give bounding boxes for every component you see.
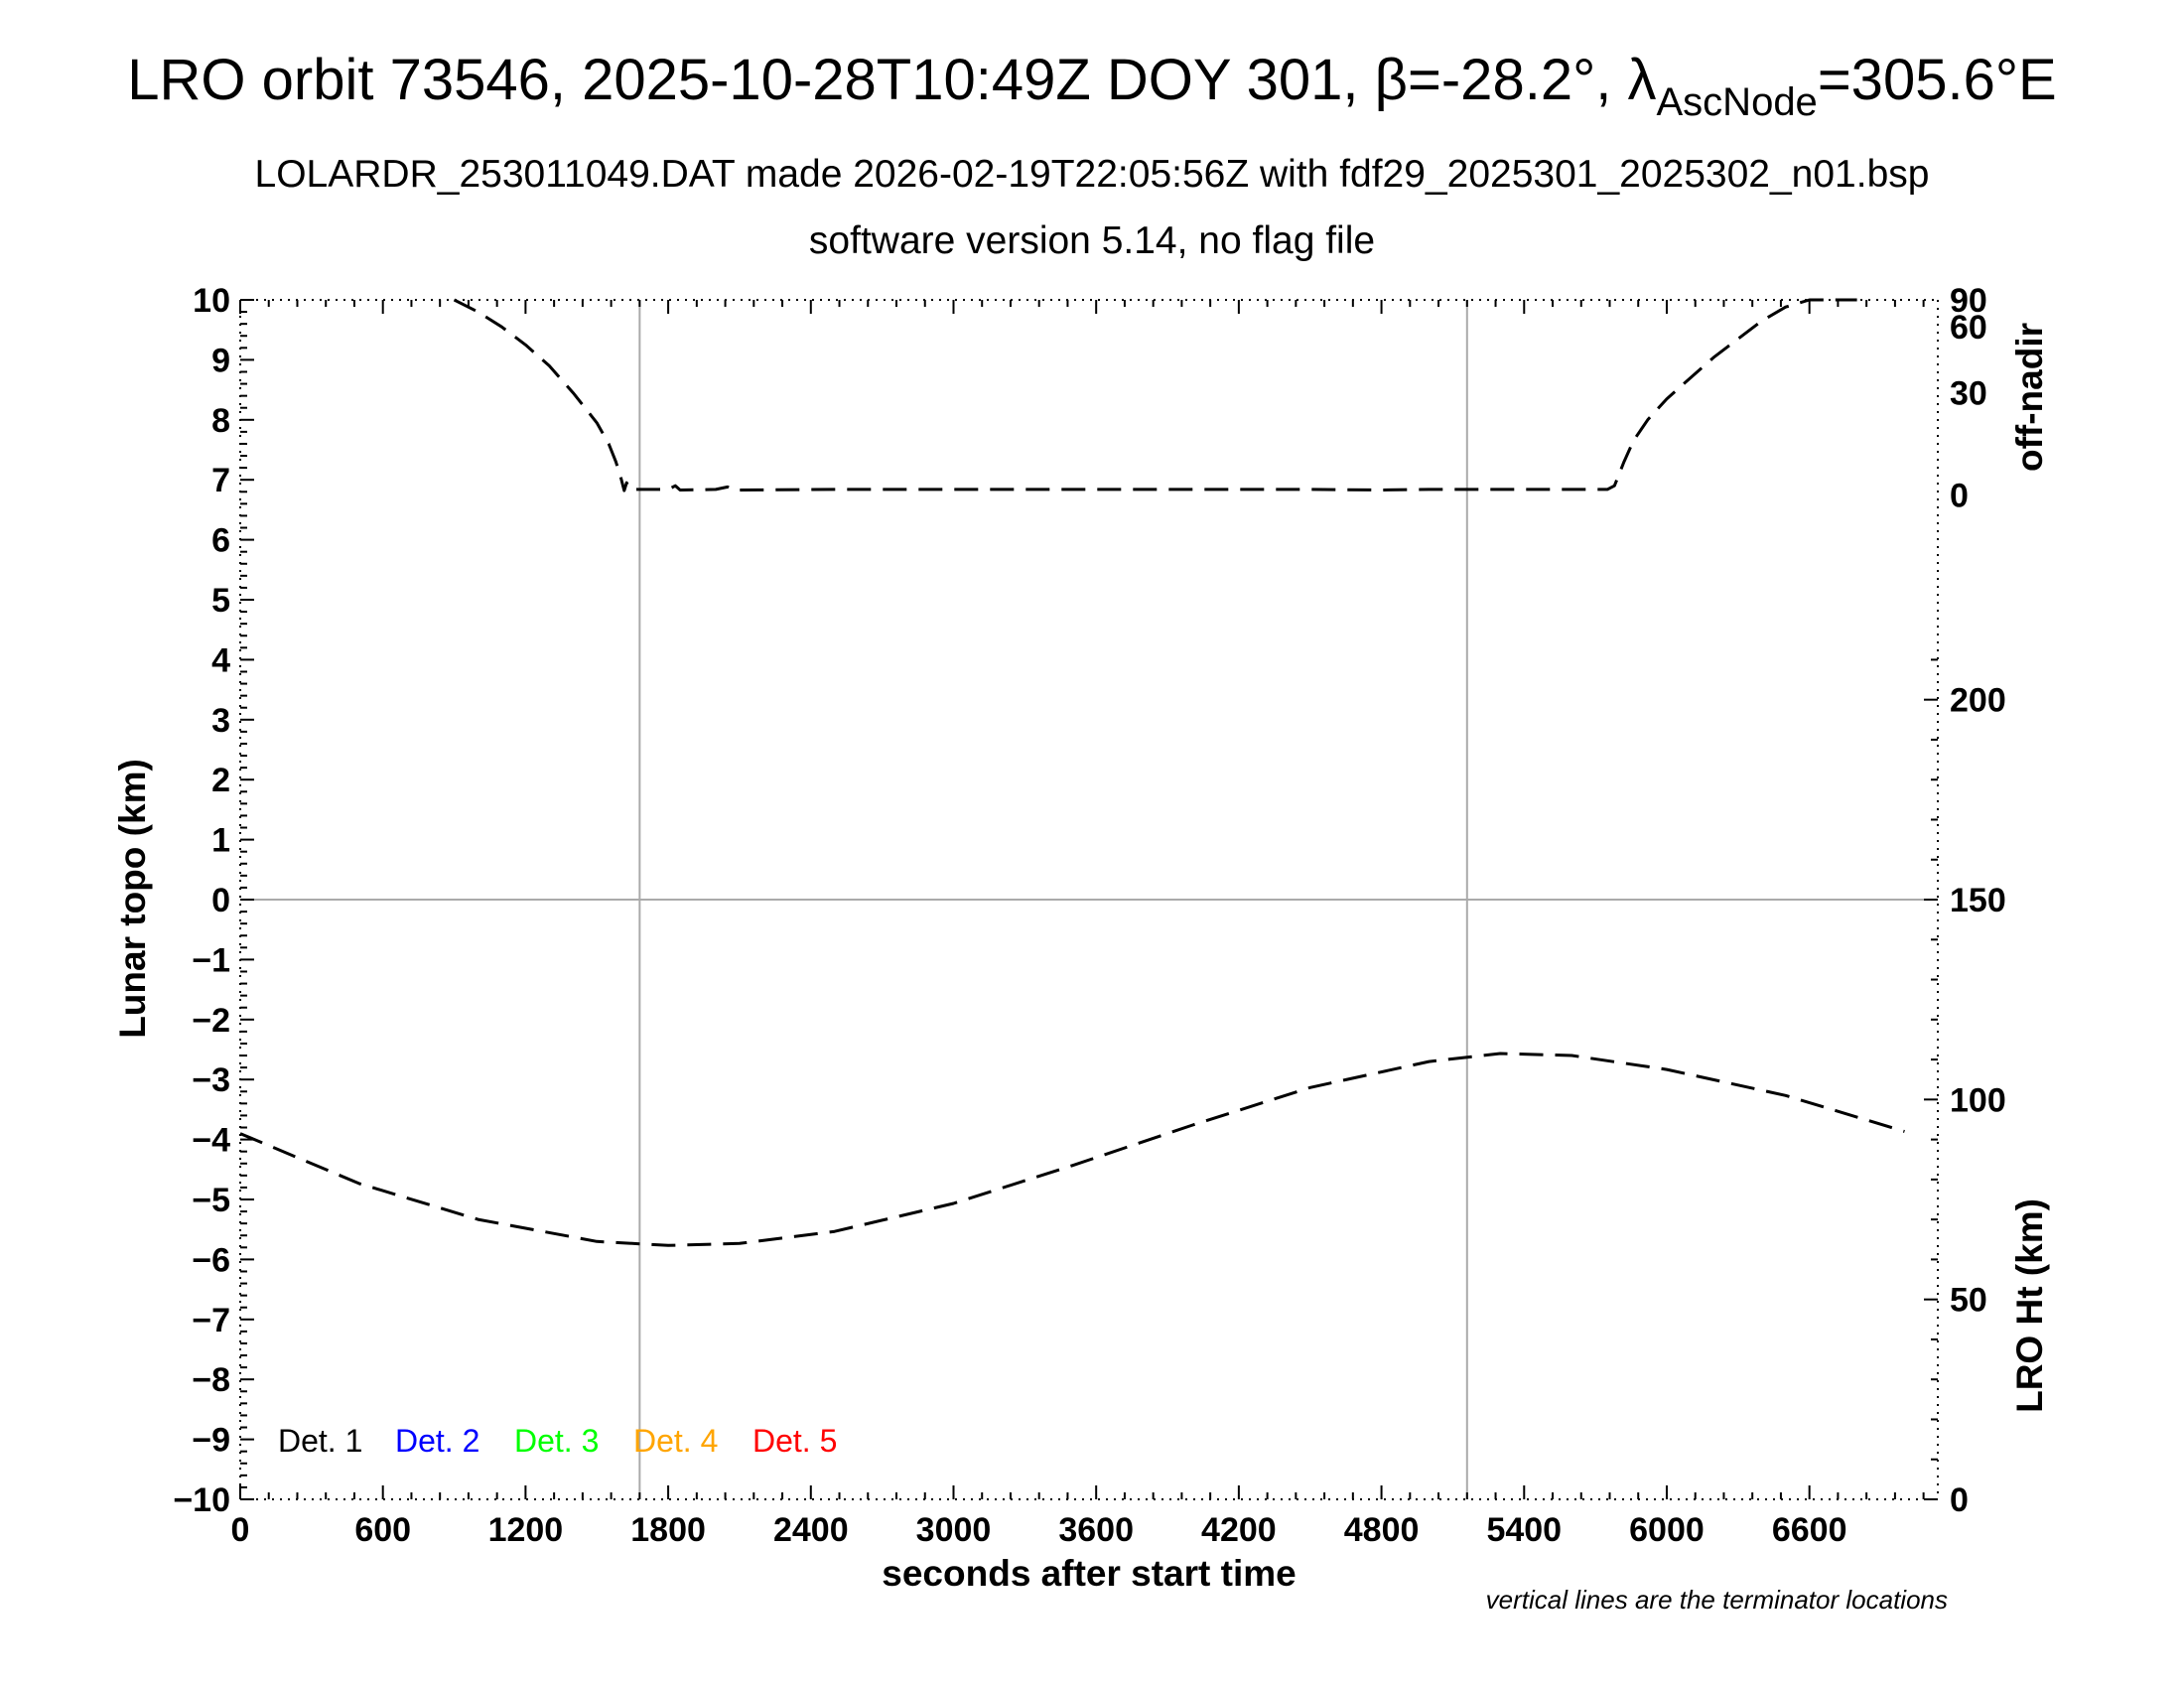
series-line-lro_height bbox=[239, 1052, 1905, 1247]
x-tick-label: 6000 bbox=[1629, 1511, 1705, 1549]
x-tick-label: 5400 bbox=[1486, 1511, 1562, 1549]
y-tick-label: −2 bbox=[192, 1002, 230, 1040]
chart-subtitle-1: LOLARDR_253011049.DAT made 2026-02-19T22… bbox=[255, 153, 1930, 196]
y-tick-label: 5 bbox=[211, 582, 230, 620]
y-tick-label: −10 bbox=[173, 1481, 230, 1519]
legend-item: Det. 3 bbox=[514, 1423, 599, 1459]
x-tick-label: 6600 bbox=[1772, 1511, 1847, 1549]
y-tick-label: 6 bbox=[211, 522, 230, 560]
series-group bbox=[239, 298, 1905, 1247]
lro-height-tick-label: 50 bbox=[1950, 1282, 1987, 1320]
axis-ticks bbox=[239, 299, 1938, 1500]
series-line-off_nadir bbox=[453, 298, 1857, 492]
y-tick-label: −1 bbox=[192, 941, 230, 979]
x-tick-label: 1800 bbox=[630, 1511, 706, 1549]
lro-height-tick-label: 100 bbox=[1950, 1081, 2006, 1119]
x-tick-label: 4800 bbox=[1344, 1511, 1420, 1549]
off-nadir-tick-label: 0 bbox=[1950, 477, 1969, 514]
grid-lines bbox=[240, 300, 1938, 1499]
chart-title: LRO orbit 73546, 2025-10-28T10:49Z DOY 3… bbox=[127, 48, 2056, 124]
y-tick-label: 2 bbox=[211, 762, 230, 799]
y-tick-label: 1 bbox=[211, 822, 230, 860]
footnote: vertical lines are the terminator locati… bbox=[1486, 1585, 1948, 1615]
y-tick-label: −3 bbox=[192, 1061, 230, 1099]
y-tick-label: −7 bbox=[192, 1302, 230, 1339]
x-tick-label: 600 bbox=[354, 1511, 411, 1549]
x-tick-label: 3600 bbox=[1058, 1511, 1134, 1549]
y-tick-label: 4 bbox=[211, 641, 230, 679]
right-bottom-tick-labels: 200 150 100 50 0 bbox=[1950, 682, 2006, 1519]
x-tick-label: 2400 bbox=[773, 1511, 849, 1549]
legend-item: Det. 5 bbox=[752, 1423, 837, 1459]
legend-item: Det. 2 bbox=[395, 1423, 479, 1459]
y-axis-label: Lunar topo (km) bbox=[112, 759, 153, 1039]
off-nadir-tick-label: 30 bbox=[1950, 375, 1987, 413]
y-tick-label: −5 bbox=[192, 1182, 230, 1219]
title-main: LRO orbit 73546, 2025-10-28T10:49Z DOY 3… bbox=[127, 48, 1656, 112]
title-end: =305.6°E bbox=[1818, 48, 2057, 112]
chart-subtitle-2: software version 5.14, no flag file bbox=[809, 219, 1375, 262]
y-tick-label: 7 bbox=[211, 462, 230, 499]
y-tick-label: −8 bbox=[192, 1361, 230, 1399]
y-tick-label: −9 bbox=[192, 1422, 230, 1460]
x-axis-label: seconds after start time bbox=[882, 1553, 1296, 1594]
plot-frame bbox=[239, 299, 1939, 1500]
off-nadir-tick-label: 60 bbox=[1950, 309, 1987, 347]
x-tick-label: 4200 bbox=[1201, 1511, 1277, 1549]
lro-height-tick-label: 0 bbox=[1950, 1481, 1969, 1519]
legend-item: Det. 1 bbox=[278, 1423, 362, 1459]
x-tick-label: 1200 bbox=[488, 1511, 564, 1549]
lro-height-tick-label: 150 bbox=[1950, 882, 2006, 919]
title-subscript: AscNode bbox=[1657, 80, 1818, 124]
y-tick-label: 9 bbox=[211, 342, 230, 379]
legend: Det. 1 Det. 2 Det. 3 Det. 4 Det. 5 bbox=[278, 1423, 837, 1459]
y-tick-label: 10 bbox=[193, 282, 230, 320]
x-tick-labels: 0 600 1200 1800 2400 3000 3600 4200 4800 5400 6000… bbox=[231, 1511, 1847, 1549]
lro-height-tick-label: 200 bbox=[1950, 682, 2006, 720]
legend-item: Det. 4 bbox=[633, 1423, 718, 1459]
right-top-axis-label: off-nadir bbox=[2009, 323, 2050, 472]
y-tick-label: −4 bbox=[192, 1122, 230, 1160]
x-tick-label: 0 bbox=[231, 1511, 250, 1549]
y-tick-label: 8 bbox=[211, 402, 230, 440]
x-tick-label: 3000 bbox=[916, 1511, 992, 1549]
y-tick-label: 0 bbox=[211, 882, 230, 919]
right-bottom-axis-label: LRO Ht (km) bbox=[2009, 1198, 2050, 1413]
off-nadir-tick-label: 90 bbox=[1950, 282, 1987, 320]
y-tick-label: 3 bbox=[211, 702, 230, 740]
y-tick-label: −6 bbox=[192, 1241, 230, 1279]
